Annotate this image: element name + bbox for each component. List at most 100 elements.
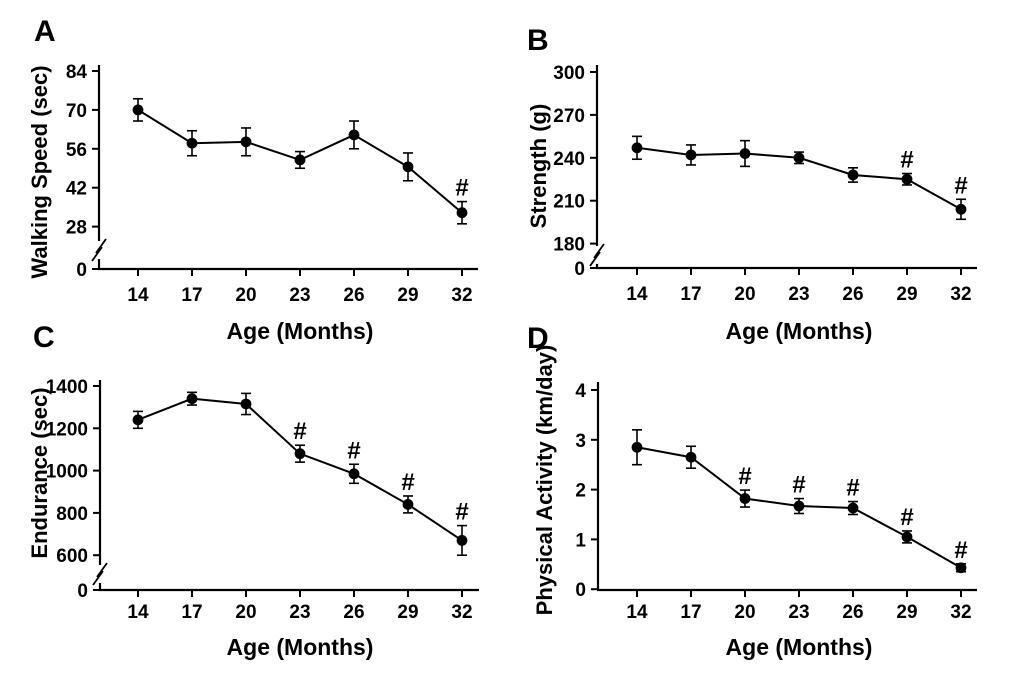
y-tick-label: 42 xyxy=(66,179,87,200)
sig-marker: # xyxy=(900,504,913,531)
x-tick-label: 29 xyxy=(397,285,418,306)
panel-A: 28 42 56 70 84 0 14 17 20 23 26 29 32 Age (Months) Wal… xyxy=(27,15,478,344)
y-tick-label: 28 xyxy=(66,218,87,239)
y-axis-title: Walking Speed (sec) xyxy=(27,65,52,278)
y-zero-label: 0 xyxy=(77,581,88,602)
y-tick-label: 1200 xyxy=(46,419,88,440)
data-point xyxy=(685,451,697,463)
panel-B: 180 210 240 270 300 0 14 17 20 23 26 29 32 Age (Month… xyxy=(526,24,977,344)
y-tick-label: 3 xyxy=(575,431,586,452)
x-tick-label: 20 xyxy=(734,284,755,305)
sig-marker: # xyxy=(900,147,913,174)
sig-marker: # xyxy=(846,475,859,502)
data-point xyxy=(402,161,414,173)
x-tick-label: 14 xyxy=(626,602,648,623)
data-point xyxy=(456,207,468,219)
data-point xyxy=(901,173,913,185)
panel-letter: C xyxy=(33,321,55,354)
y-axis-title: Physical Activity (km/day) xyxy=(532,345,557,616)
data-point xyxy=(631,142,643,154)
sig-marker: # xyxy=(738,463,751,490)
x-axis-title: Age (Months) xyxy=(726,318,873,344)
y-tick-label: 180 xyxy=(553,235,585,256)
x-tick-label: 23 xyxy=(289,285,310,306)
sig-marker: # xyxy=(455,175,468,202)
data-point xyxy=(847,502,859,514)
data-point xyxy=(631,441,643,453)
x-tick-label: 29 xyxy=(397,602,418,623)
x-tick-label: 26 xyxy=(842,602,863,623)
x-tick-label: 32 xyxy=(950,602,971,623)
x-axis-title: Age (Months) xyxy=(227,634,374,660)
data-point xyxy=(186,137,198,149)
y-tick-label: 210 xyxy=(553,192,585,213)
x-tick-label: 26 xyxy=(343,285,364,306)
panel-letter: B xyxy=(527,24,549,57)
x-tick-label: 14 xyxy=(626,284,648,305)
sig-marker: # xyxy=(401,469,414,496)
sig-marker: # xyxy=(954,537,967,564)
x-axis-title: Age (Months) xyxy=(726,634,873,660)
y-tick-label: 1400 xyxy=(46,377,88,398)
x-tick-label: 32 xyxy=(950,284,971,305)
y-tick-label: 0 xyxy=(575,580,586,601)
x-tick-label: 23 xyxy=(289,602,310,623)
x-tick-label: 26 xyxy=(343,602,364,623)
y-tick-label: 300 xyxy=(553,63,585,84)
data-point xyxy=(348,468,360,480)
y-tick-label: 270 xyxy=(553,106,585,127)
axis-break-slash xyxy=(593,243,605,259)
data-point xyxy=(240,398,252,410)
panel-letter: D xyxy=(527,322,549,355)
x-tick-label: 26 xyxy=(842,284,863,305)
y-axis-title: Endurance (sec) xyxy=(27,387,52,558)
data-point xyxy=(955,562,967,574)
x-tick-label: 32 xyxy=(451,602,472,623)
data-point xyxy=(402,499,414,510)
y-tick-label: 1 xyxy=(575,530,586,551)
y-tick-label: 2 xyxy=(575,481,586,502)
x-tick-label: 17 xyxy=(680,602,701,623)
x-tick-label: 17 xyxy=(181,285,202,306)
y-zero-label: 0 xyxy=(574,259,585,280)
x-tick-label: 14 xyxy=(127,285,149,306)
axis-break-slash xyxy=(589,251,601,267)
sig-marker: # xyxy=(954,172,967,199)
y-tick-label: 800 xyxy=(56,504,88,525)
data-point xyxy=(294,448,306,460)
sig-marker: # xyxy=(455,499,468,526)
x-tick-label: 17 xyxy=(680,284,701,305)
data-point xyxy=(901,531,913,543)
axis-break-slash xyxy=(92,570,104,586)
data-point xyxy=(739,148,751,159)
data-point xyxy=(793,500,805,512)
y-tick-label: 600 xyxy=(56,546,88,567)
y-tick-label: 70 xyxy=(66,101,87,122)
y-zero-label: 0 xyxy=(76,260,87,281)
data-point xyxy=(294,154,306,166)
x-tick-label: 20 xyxy=(235,285,256,306)
x-tick-label: 23 xyxy=(788,284,809,305)
y-tick-label: 56 xyxy=(66,140,87,161)
y-tick-label: 4 xyxy=(575,381,586,402)
x-tick-label: 29 xyxy=(896,602,917,623)
panel-C: 600 800 1000 1200 1400 0 14 17 20 23 26 29 32 Age (Mo… xyxy=(27,321,479,660)
x-tick-label: 23 xyxy=(788,602,809,623)
x-tick-label: 29 xyxy=(896,284,917,305)
data-point xyxy=(685,149,697,161)
y-tick-label: 84 xyxy=(66,62,88,83)
sig-marker: # xyxy=(293,418,306,445)
y-tick-label: 240 xyxy=(553,149,585,170)
data-point xyxy=(793,152,805,164)
data-point xyxy=(847,169,859,181)
data-point xyxy=(186,393,198,405)
x-axis-title: Age (Months) xyxy=(227,318,374,344)
data-point xyxy=(739,493,751,504)
data-point xyxy=(955,203,967,215)
y-tick-label: 1000 xyxy=(46,462,88,483)
y-axis-title: Strength (g) xyxy=(526,104,551,229)
axis-break-slash xyxy=(95,238,107,254)
